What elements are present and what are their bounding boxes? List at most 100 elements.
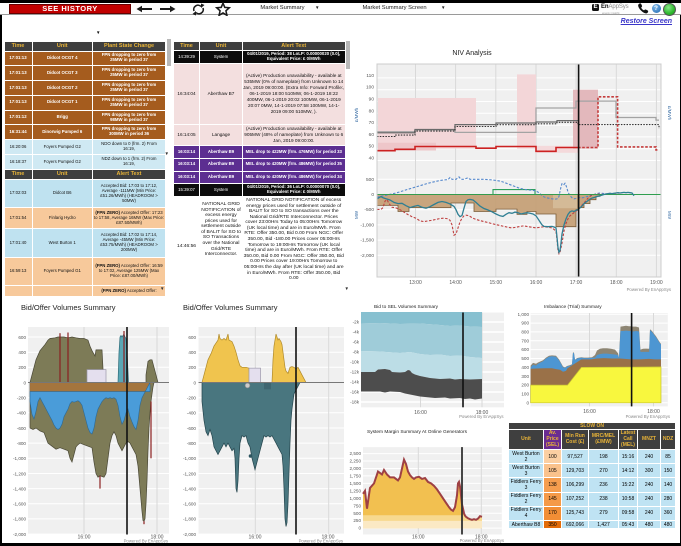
svg-text:-1,400: -1,400 [13, 486, 26, 491]
svg-text:-1,200: -1,200 [13, 471, 26, 476]
svg-text:-1,200: -1,200 [183, 471, 196, 476]
svg-text:80: 80 [369, 108, 375, 114]
svg-text:0: 0 [371, 192, 374, 198]
svg-text:-1,400: -1,400 [183, 486, 196, 491]
svg-text:-8k: -8k [353, 350, 360, 355]
svg-text:18:00: 18:00 [476, 410, 489, 416]
svg-text:500: 500 [521, 356, 529, 361]
svg-text:-10k: -10k [350, 360, 360, 365]
svg-text:1,000: 1,000 [350, 496, 362, 501]
svg-text:0: 0 [23, 380, 26, 385]
svg-text:-2,000: -2,000 [360, 253, 374, 259]
svg-text:18:00: 18:00 [647, 409, 660, 415]
svg-text:-6k: -6k [353, 340, 360, 345]
svg-text:-12k: -12k [350, 370, 360, 375]
svg-text:2,000: 2,000 [350, 466, 362, 471]
svg-text:-1,500: -1,500 [360, 238, 374, 244]
svg-text:-500: -500 [364, 207, 374, 213]
svg-text:-4k: -4k [353, 330, 360, 335]
svg-text:-1,600: -1,600 [183, 502, 196, 507]
svg-text:90: 90 [369, 97, 375, 103]
svg-text:700: 700 [521, 338, 529, 343]
svg-text:70: 70 [369, 120, 375, 126]
svg-text:40: 40 [369, 156, 375, 162]
svg-text:Bid to SEL Volumes Summary: Bid to SEL Volumes Summary [374, 304, 439, 310]
svg-text:400: 400 [521, 365, 529, 370]
svg-text:750: 750 [353, 503, 361, 508]
svg-text:14:00: 14:00 [449, 280, 462, 286]
svg-text:Powered By EnAppSys: Powered By EnAppSys [626, 414, 670, 419]
svg-text:-1,600: -1,600 [13, 502, 26, 507]
svg-text:Bid/Offer Volumes Summary: Bid/Offer Volumes Summary [21, 303, 116, 312]
svg-text:0: 0 [193, 380, 196, 385]
svg-text:-1,000: -1,000 [183, 456, 196, 461]
svg-text:-800: -800 [17, 441, 27, 446]
svg-text:-2,000: -2,000 [13, 532, 26, 537]
svg-text:600: 600 [188, 335, 196, 340]
svg-text:-800: -800 [187, 441, 197, 446]
svg-text:System Margin Summary At Onlin: System Margin Summary At Online Generato… [367, 429, 468, 435]
svg-text:Bid/Offer Volumes Summary: Bid/Offer Volumes Summary [183, 303, 278, 312]
svg-text:100: 100 [521, 392, 529, 397]
svg-text:Powered By EnAppSys: Powered By EnAppSys [460, 538, 504, 543]
svg-text:£/MWh: £/MWh [354, 107, 359, 122]
svg-text:60: 60 [369, 132, 375, 138]
svg-text:900: 900 [521, 321, 529, 326]
svg-text:500: 500 [366, 177, 374, 183]
svg-text:2,250: 2,250 [350, 459, 362, 464]
svg-text:Powered By EnAppSys: Powered By EnAppSys [459, 414, 503, 419]
svg-text:1,000: 1,000 [518, 312, 529, 317]
svg-text:18:00: 18:00 [610, 280, 623, 286]
svg-text:-600: -600 [187, 426, 197, 431]
svg-text:Powered By EnAppSys: Powered By EnAppSys [124, 538, 168, 543]
svg-text:16:00: 16:00 [530, 280, 543, 286]
svg-text:MW: MW [667, 211, 672, 220]
svg-text:-1,000: -1,000 [360, 222, 374, 228]
svg-text:16:00: 16:00 [412, 535, 425, 541]
svg-text:1,500: 1,500 [350, 481, 362, 486]
svg-text:600: 600 [521, 347, 529, 352]
svg-text:18:00: 18:00 [475, 535, 488, 541]
svg-text:-2,000: -2,000 [183, 532, 196, 537]
svg-text:-1,000: -1,000 [13, 456, 26, 461]
svg-text:-1,800: -1,800 [13, 517, 26, 522]
svg-text:800: 800 [521, 330, 529, 335]
svg-text:1,750: 1,750 [350, 474, 362, 479]
svg-text:NIV Analysis: NIV Analysis [452, 50, 492, 57]
svg-text:300: 300 [521, 374, 529, 379]
svg-text:600: 600 [18, 335, 26, 340]
svg-text:17:00: 17:00 [570, 280, 583, 286]
svg-text:-2k: -2k [353, 320, 360, 325]
svg-text:-1,800: -1,800 [183, 517, 196, 522]
svg-text:0: 0 [358, 526, 361, 531]
svg-text:0: 0 [526, 400, 529, 405]
svg-text:400: 400 [18, 350, 26, 355]
svg-text:15:00: 15:00 [490, 280, 503, 286]
svg-text:£/MWh: £/MWh [667, 106, 672, 121]
svg-text:50: 50 [369, 144, 375, 150]
svg-text:-16k: -16k [350, 390, 360, 395]
svg-text:Powered By EnAppSys: Powered By EnAppSys [627, 287, 671, 292]
svg-text:18:00: 18:00 [322, 535, 335, 541]
svg-text:400: 400 [188, 350, 196, 355]
svg-text:200: 200 [521, 383, 529, 388]
svg-text:16:00: 16:00 [414, 410, 427, 416]
svg-text:-400: -400 [17, 411, 27, 416]
svg-text:250: 250 [353, 518, 361, 523]
svg-text:100: 100 [366, 85, 374, 91]
svg-text:-18k: -18k [350, 400, 360, 405]
svg-text:18:00: 18:00 [151, 535, 164, 541]
svg-text:-14k: -14k [350, 380, 360, 385]
svg-text:13:00: 13:00 [409, 280, 422, 286]
svg-text:16:00: 16:00 [78, 535, 91, 541]
svg-text:-400: -400 [187, 411, 197, 416]
svg-text:500: 500 [353, 511, 361, 516]
svg-text:200: 200 [188, 365, 196, 370]
svg-text:MW: MW [354, 210, 359, 219]
svg-text:-200: -200 [17, 396, 27, 401]
svg-text:Powered By EnAppSys: Powered By EnAppSys [299, 538, 343, 543]
svg-text:200: 200 [18, 365, 26, 370]
svg-text:16:00: 16:00 [249, 535, 262, 541]
svg-text:2,500: 2,500 [350, 451, 362, 456]
svg-text:16:00: 16:00 [583, 409, 596, 415]
